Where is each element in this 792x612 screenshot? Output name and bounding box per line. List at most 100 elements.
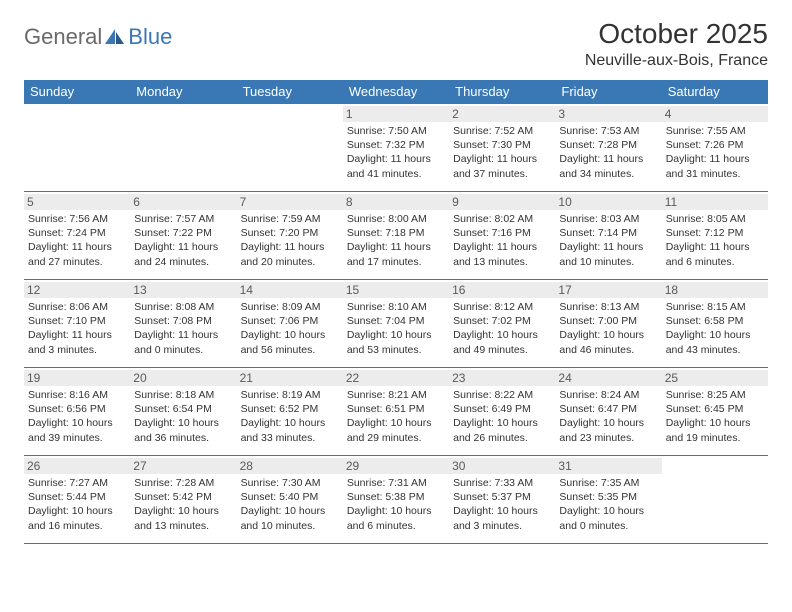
calendar-cell: 11 Sunrise: 8:05 AMSunset: 7:12 PMDayligh… bbox=[662, 192, 768, 280]
sunrise-text: Sunrise: 8:05 AM bbox=[666, 212, 764, 226]
daylight-text: Daylight: 10 hours and 16 minutes. bbox=[28, 504, 126, 532]
daylight-text: Daylight: 10 hours and 36 minutes. bbox=[134, 416, 232, 444]
sunrise-text: Sunrise: 8:09 AM bbox=[241, 300, 339, 314]
daylight-text: Daylight: 11 hours and 17 minutes. bbox=[347, 240, 445, 268]
day-number: 21 bbox=[237, 370, 343, 386]
sunset-text: Sunset: 7:30 PM bbox=[453, 138, 551, 152]
day-details: Sunrise: 7:30 AMSunset: 5:40 PMDaylight:… bbox=[241, 476, 339, 533]
day-header: Saturday bbox=[662, 80, 768, 104]
daylight-text: Daylight: 11 hours and 31 minutes. bbox=[666, 152, 764, 180]
calendar-cell: 19 Sunrise: 8:16 AMSunset: 6:56 PMDayligh… bbox=[24, 368, 130, 456]
sunrise-text: Sunrise: 8:22 AM bbox=[453, 388, 551, 402]
day-number: 25 bbox=[662, 370, 768, 386]
daylight-text: Daylight: 10 hours and 29 minutes. bbox=[347, 416, 445, 444]
daylight-text: Daylight: 11 hours and 20 minutes. bbox=[241, 240, 339, 268]
day-details: Sunrise: 7:55 AMSunset: 7:26 PMDaylight:… bbox=[666, 124, 764, 181]
sunrise-text: Sunrise: 8:24 AM bbox=[559, 388, 657, 402]
calendar-cell: 22Sunrise: 8:21 AMSunset: 6:51 PMDayligh… bbox=[343, 368, 449, 456]
month-title: October 2025 bbox=[585, 18, 768, 50]
day-number: 30 bbox=[449, 458, 555, 474]
day-number: 29 bbox=[343, 458, 449, 474]
daylight-text: Daylight: 11 hours and 0 minutes. bbox=[134, 328, 232, 356]
page-header: General Blue October 2025 Neuville-aux-B… bbox=[24, 18, 768, 70]
sunrise-text: Sunrise: 7:27 AM bbox=[28, 476, 126, 490]
sunset-text: Sunset: 7:22 PM bbox=[134, 226, 232, 240]
sunset-text: Sunset: 7:04 PM bbox=[347, 314, 445, 328]
day-details: Sunrise: 8:00 AMSunset: 7:18 PMDaylight:… bbox=[347, 212, 445, 269]
daylight-text: Daylight: 11 hours and 6 minutes. bbox=[666, 240, 764, 268]
calendar-cell: 6 Sunrise: 7:57 AMSunset: 7:22 PMDaylight… bbox=[130, 192, 236, 280]
daylight-text: Daylight: 10 hours and 3 minutes. bbox=[453, 504, 551, 532]
day-number: 17 bbox=[555, 282, 661, 298]
day-number: 11 bbox=[662, 194, 768, 210]
sunrise-text: Sunrise: 7:56 AM bbox=[28, 212, 126, 226]
day-details: Sunrise: 8:02 AMSunset: 7:16 PMDaylight:… bbox=[453, 212, 551, 269]
day-number: 8 bbox=[343, 194, 449, 210]
calendar-cell bbox=[24, 104, 130, 192]
day-number: 6 bbox=[130, 194, 236, 210]
sunrise-text: Sunrise: 7:52 AM bbox=[453, 124, 551, 138]
day-number: 12 bbox=[24, 282, 130, 298]
day-details: Sunrise: 8:08 AMSunset: 7:08 PMDaylight:… bbox=[134, 300, 232, 357]
sunrise-text: Sunrise: 8:12 AM bbox=[453, 300, 551, 314]
day-number: 28 bbox=[237, 458, 343, 474]
sunrise-text: Sunrise: 8:19 AM bbox=[241, 388, 339, 402]
day-details: Sunrise: 8:18 AMSunset: 6:54 PMDaylight:… bbox=[134, 388, 232, 445]
day-number: 24 bbox=[555, 370, 661, 386]
sunset-text: Sunset: 5:38 PM bbox=[347, 490, 445, 504]
title-block: October 2025 Neuville-aux-Bois, France bbox=[585, 18, 768, 70]
calendar-cell bbox=[130, 104, 236, 192]
sunset-text: Sunset: 7:08 PM bbox=[134, 314, 232, 328]
calendar-cell: 4Sunrise: 7:55 AMSunset: 7:26 PMDaylight… bbox=[662, 104, 768, 192]
logo: General Blue bbox=[24, 18, 172, 50]
sunset-text: Sunset: 7:14 PM bbox=[559, 226, 657, 240]
sunset-text: Sunset: 7:10 PM bbox=[28, 314, 126, 328]
daylight-text: Daylight: 10 hours and 46 minutes. bbox=[559, 328, 657, 356]
day-details: Sunrise: 7:52 AMSunset: 7:30 PMDaylight:… bbox=[453, 124, 551, 181]
calendar-cell: 5Sunrise: 7:56 AMSunset: 7:24 PMDaylight… bbox=[24, 192, 130, 280]
sunset-text: Sunset: 5:40 PM bbox=[241, 490, 339, 504]
sunrise-text: Sunrise: 7:33 AM bbox=[453, 476, 551, 490]
day-number: 19 bbox=[24, 370, 130, 386]
calendar-cell: 30 Sunrise: 7:33 AMSunset: 5:37 PMDayligh… bbox=[449, 456, 555, 544]
calendar-cell: 21 Sunrise: 8:19 AMSunset: 6:52 PMDayligh… bbox=[237, 368, 343, 456]
daylight-text: Daylight: 10 hours and 49 minutes. bbox=[453, 328, 551, 356]
day-details: Sunrise: 8:16 AMSunset: 6:56 PMDaylight:… bbox=[28, 388, 126, 445]
calendar-cell: 27Sunrise: 7:28 AMSunset: 5:42 PMDayligh… bbox=[130, 456, 236, 544]
day-details: Sunrise: 7:31 AMSunset: 5:38 PMDaylight:… bbox=[347, 476, 445, 533]
day-details: Sunrise: 8:19 AMSunset: 6:52 PMDaylight:… bbox=[241, 388, 339, 445]
daylight-text: Daylight: 10 hours and 39 minutes. bbox=[28, 416, 126, 444]
sunset-text: Sunset: 7:12 PM bbox=[666, 226, 764, 240]
location: Neuville-aux-Bois, France bbox=[585, 52, 768, 70]
sunset-text: Sunset: 5:44 PM bbox=[28, 490, 126, 504]
calendar-cell: 26 Sunrise: 7:27 AMSunset: 5:44 PMDayligh… bbox=[24, 456, 130, 544]
calendar-cell: 25Sunrise: 8:25 AMSunset: 6:45 PMDayligh… bbox=[662, 368, 768, 456]
sunset-text: Sunset: 7:16 PM bbox=[453, 226, 551, 240]
day-details: Sunrise: 8:06 AMSunset: 7:10 PMDaylight:… bbox=[28, 300, 126, 357]
sunrise-text: Sunrise: 7:28 AM bbox=[134, 476, 232, 490]
calendar-cell: 2Sunrise: 7:52 AMSunset: 7:30 PMDaylight… bbox=[449, 104, 555, 192]
sunrise-text: Sunrise: 8:08 AM bbox=[134, 300, 232, 314]
daylight-text: Daylight: 10 hours and 23 minutes. bbox=[559, 416, 657, 444]
sunrise-text: Sunrise: 8:02 AM bbox=[453, 212, 551, 226]
calendar-cell: 9Sunrise: 8:02 AMSunset: 7:16 PMDaylight… bbox=[449, 192, 555, 280]
daylight-text: Daylight: 11 hours and 13 minutes. bbox=[453, 240, 551, 268]
day-number: 16 bbox=[449, 282, 555, 298]
daylight-text: Daylight: 10 hours and 33 minutes. bbox=[241, 416, 339, 444]
day-details: Sunrise: 8:05 AMSunset: 7:12 PMDaylight:… bbox=[666, 212, 764, 269]
day-details: Sunrise: 7:33 AMSunset: 5:37 PMDaylight:… bbox=[453, 476, 551, 533]
day-number: 26 bbox=[24, 458, 130, 474]
daylight-text: Daylight: 11 hours and 41 minutes. bbox=[347, 152, 445, 180]
day-details: Sunrise: 7:57 AMSunset: 7:22 PMDaylight:… bbox=[134, 212, 232, 269]
sunrise-text: Sunrise: 8:00 AM bbox=[347, 212, 445, 226]
calendar-cell: 17Sunrise: 8:13 AMSunset: 7:00 PMDayligh… bbox=[555, 280, 661, 368]
day-header: Sunday bbox=[24, 80, 130, 104]
logo-text-general: General bbox=[24, 24, 102, 50]
sunset-text: Sunset: 6:51 PM bbox=[347, 402, 445, 416]
daylight-text: Daylight: 10 hours and 0 minutes. bbox=[559, 504, 657, 532]
day-number: 5 bbox=[24, 194, 130, 210]
sunrise-text: Sunrise: 7:55 AM bbox=[666, 124, 764, 138]
sunset-text: Sunset: 5:35 PM bbox=[559, 490, 657, 504]
day-number: 15 bbox=[343, 282, 449, 298]
day-number: 10 bbox=[555, 194, 661, 210]
